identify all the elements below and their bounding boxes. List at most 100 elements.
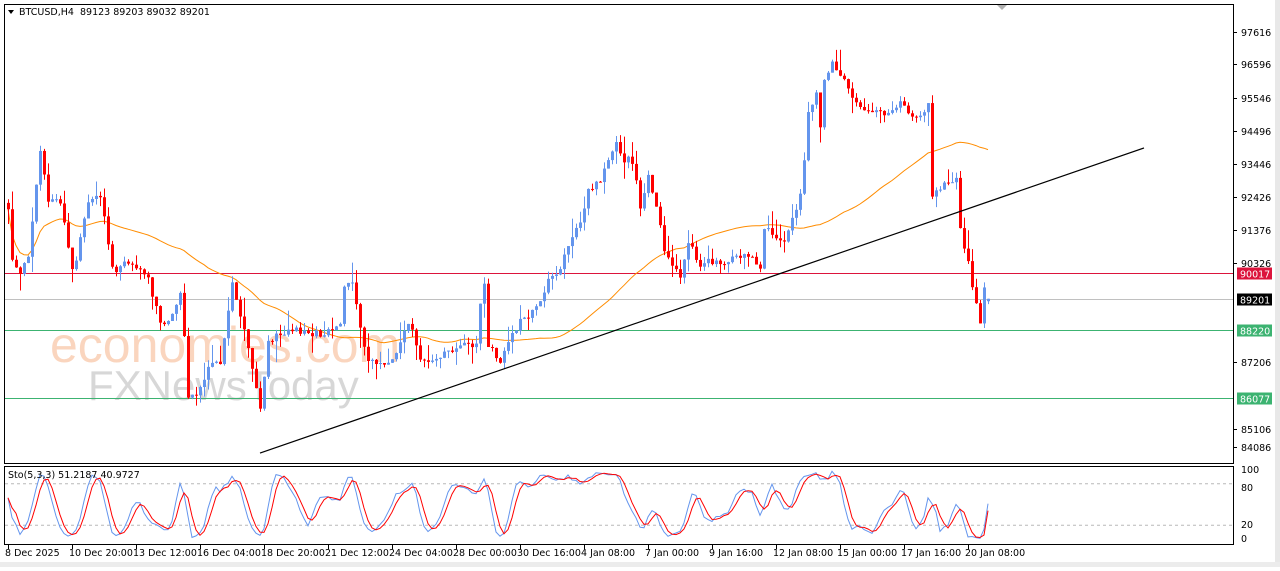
candle-body (271, 340, 274, 342)
candle-body (39, 150, 42, 185)
candle-body (235, 282, 238, 300)
candle-body (23, 263, 26, 274)
candle-body (231, 282, 234, 311)
candle-body (855, 97, 858, 103)
candle-body (219, 361, 222, 365)
candle-body (511, 332, 514, 343)
candle-body (199, 387, 202, 396)
moving-average-line (7, 141, 989, 344)
candle-body (267, 340, 270, 377)
candle-body (227, 310, 230, 339)
price-tick-label: 93446 (1241, 160, 1271, 171)
candle-body (499, 358, 502, 363)
candle-body (667, 251, 670, 258)
candle-body (611, 151, 614, 161)
candle-body (195, 394, 198, 396)
candle-body (835, 61, 838, 71)
candle-body (535, 306, 538, 310)
candle-body (155, 296, 158, 307)
candle-body (179, 292, 182, 305)
candle-body (919, 115, 922, 118)
candle-body (475, 343, 478, 348)
candle-body (151, 277, 154, 297)
candle-body (703, 263, 706, 267)
trendline (259, 147, 1145, 454)
candle-body (679, 269, 682, 278)
candle-body (127, 261, 130, 264)
candle-body (695, 246, 698, 260)
candle-body (719, 260, 722, 265)
dropdown-triangle-icon[interactable] (8, 10, 14, 14)
candle-body (619, 142, 622, 154)
chart-shift-marker-icon[interactable] (997, 5, 1007, 10)
candle-body (731, 256, 734, 263)
candle-body (439, 357, 442, 359)
candle-body (763, 229, 766, 269)
time-label: 28 Dec 00:00 (453, 548, 517, 559)
candle-body (311, 333, 314, 337)
candle-body (239, 299, 242, 317)
candle-body (75, 260, 78, 270)
candle-body (799, 193, 802, 210)
candle-body (575, 227, 578, 238)
candle-body (379, 363, 382, 365)
candle-body (459, 345, 462, 349)
candle-body (383, 363, 386, 365)
candle-body (523, 317, 526, 319)
candle-body (751, 256, 754, 258)
price-tick-label: 90326 (1241, 259, 1271, 270)
candle-body (327, 329, 330, 336)
time-label: 16 Dec 04:00 (197, 548, 261, 559)
candle-body (191, 394, 194, 398)
stochastic-axis-label: 100 (1241, 465, 1259, 476)
candle-body (99, 195, 102, 198)
price-tag-86077: 86077 (1240, 395, 1270, 406)
candle-body (691, 243, 694, 247)
candle-body (747, 254, 750, 257)
candle-body (247, 329, 250, 349)
price-tick-label: 95546 (1241, 94, 1271, 105)
candle-body (515, 330, 518, 333)
candle-body (867, 110, 870, 112)
candle-body (683, 259, 686, 278)
price-tick-label: 84086 (1241, 443, 1271, 454)
candle-body (639, 180, 642, 209)
candle-body (715, 260, 718, 265)
candle-body (275, 333, 278, 342)
chart-header: BTCUSD,H4 89123 89203 89032 89201 (8, 7, 210, 18)
candle-body (15, 259, 18, 268)
candle-body (131, 263, 134, 265)
stochastic-axis-label: 0 (1241, 534, 1247, 545)
candle-body (299, 327, 302, 334)
candle-body (827, 72, 830, 80)
candle-body (739, 255, 742, 258)
horizontal-levels (5, 273, 1233, 399)
candle-body (243, 316, 246, 330)
candle-body (251, 348, 254, 369)
candle-body (555, 274, 558, 276)
candle-body (727, 262, 730, 265)
price-tick-label: 92426 (1241, 193, 1271, 204)
candle-body (147, 274, 150, 278)
candle-body (583, 208, 586, 223)
price-axis: 97616 96596 95546 94496 93446 92426 91376 90326… (1233, 28, 1271, 454)
candle-body (375, 359, 378, 365)
candle-body (279, 333, 282, 336)
candle-body (859, 102, 862, 107)
candle-body (687, 243, 690, 260)
candle-body (71, 247, 74, 270)
candle-body (707, 258, 710, 264)
candle-body (807, 112, 810, 161)
time-label: 10 Dec 20:00 (69, 548, 133, 559)
candle-body (615, 142, 618, 152)
candle-body (895, 107, 898, 111)
candle-body (211, 362, 214, 367)
candle-body (263, 376, 266, 409)
candle-body (959, 177, 962, 229)
candle-body (943, 182, 946, 190)
stochastic-axis-label: 20 (1241, 520, 1253, 531)
candle-body (7, 202, 10, 210)
candle-body (423, 359, 426, 361)
